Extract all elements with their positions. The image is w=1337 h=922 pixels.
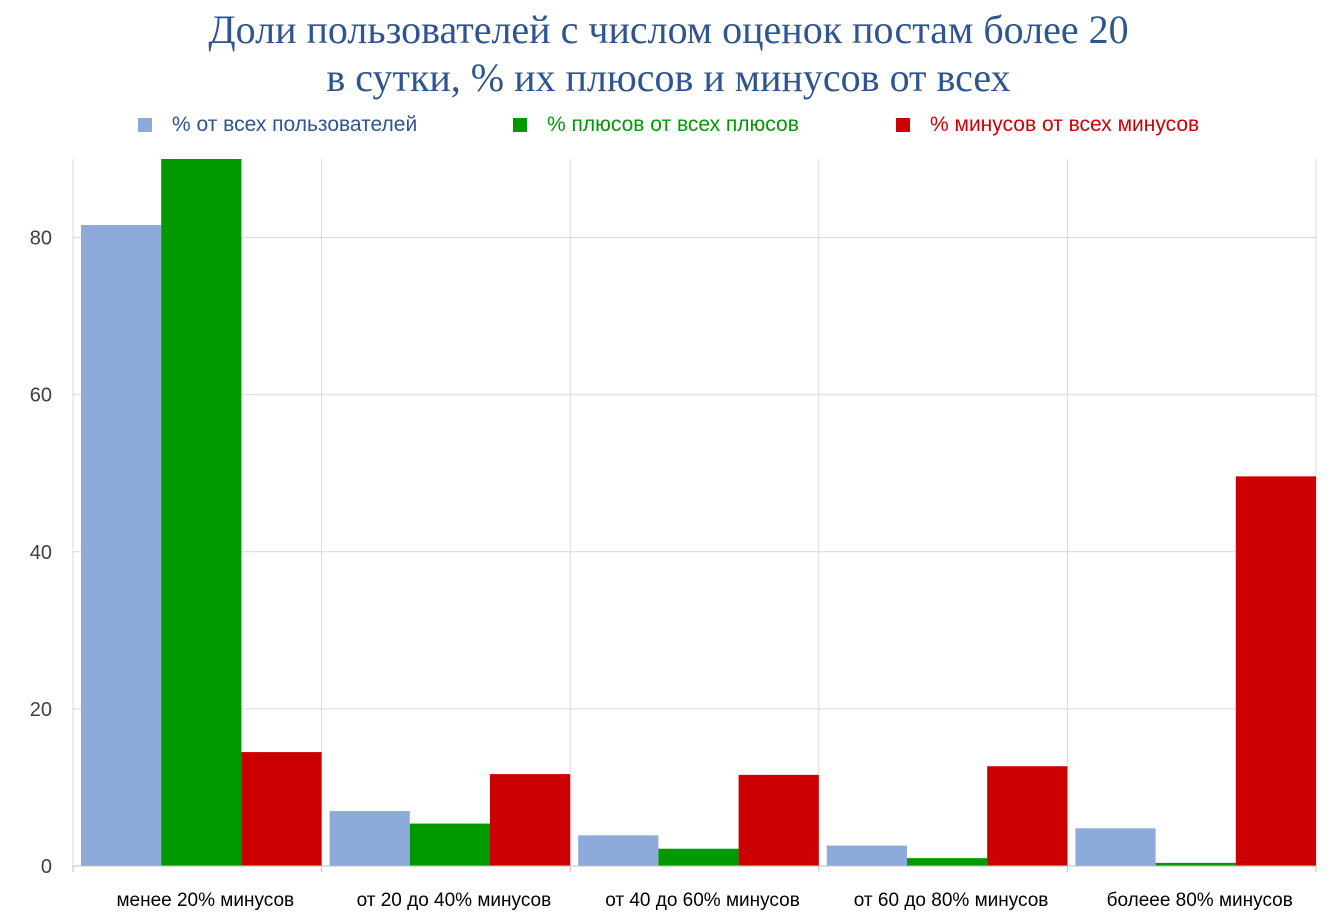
- x-tick-label: менее 20% минусов: [116, 890, 294, 911]
- y-tick-label: 60: [30, 385, 52, 407]
- bar-0-4: [1075, 828, 1156, 866]
- legend-label-minuses: % минусов от всех минусов: [930, 113, 1200, 136]
- legend-item-pluses: % плюсов от всех плюсов: [513, 110, 799, 140]
- chart-title-line-2: в сутки, % их плюсов и минусов от всех: [326, 55, 1011, 100]
- y-tick-label: 0: [41, 856, 52, 878]
- bar-1-1: [409, 823, 490, 866]
- bar-0-1: [329, 811, 410, 866]
- chart-title: Доли пользователей с числом оценок поста…: [0, 6, 1337, 102]
- chart-title-line-1: Доли пользователей с числом оценок поста…: [208, 7, 1129, 52]
- bar-1-4: [1155, 862, 1236, 866]
- x-tick-label: от 20 до 40% минусов: [357, 890, 552, 911]
- bar-1-0: [161, 159, 242, 866]
- y-tick-label: 80: [30, 228, 52, 250]
- x-tick-label: от 60 до 80% минусов: [854, 890, 1049, 911]
- bar-0-3: [826, 845, 907, 866]
- legend-swatch-pluses: [513, 118, 527, 132]
- bar-2-0: [241, 752, 322, 866]
- bar-2-1: [490, 774, 571, 866]
- y-tick-label: 20: [30, 699, 52, 721]
- chart-legend: % от всех пользователей % плюсов от всех…: [0, 110, 1337, 140]
- legend-label-users: % от всех пользователей: [172, 113, 418, 136]
- legend-swatch-minuses: [896, 118, 910, 132]
- y-tick-label: 40: [30, 542, 52, 564]
- legend-item-users: % от всех пользователей: [138, 110, 417, 140]
- bar-1-2: [658, 848, 739, 866]
- bar-1-3: [907, 858, 988, 866]
- legend-swatch-users: [138, 118, 152, 132]
- legend-item-minuses: % минусов от всех минусов: [896, 110, 1199, 140]
- legend-label-pluses: % плюсов от всех плюсов: [547, 113, 799, 136]
- bar-0-0: [81, 224, 162, 866]
- bar-2-3: [987, 766, 1068, 866]
- x-tick-label: от 40 до 60% минусов: [605, 890, 800, 911]
- bar-2-2: [738, 774, 819, 866]
- bar-2-4: [1235, 476, 1316, 866]
- x-tick-label: болеее 80% минусов: [1107, 890, 1293, 911]
- bar-0-2: [578, 835, 659, 866]
